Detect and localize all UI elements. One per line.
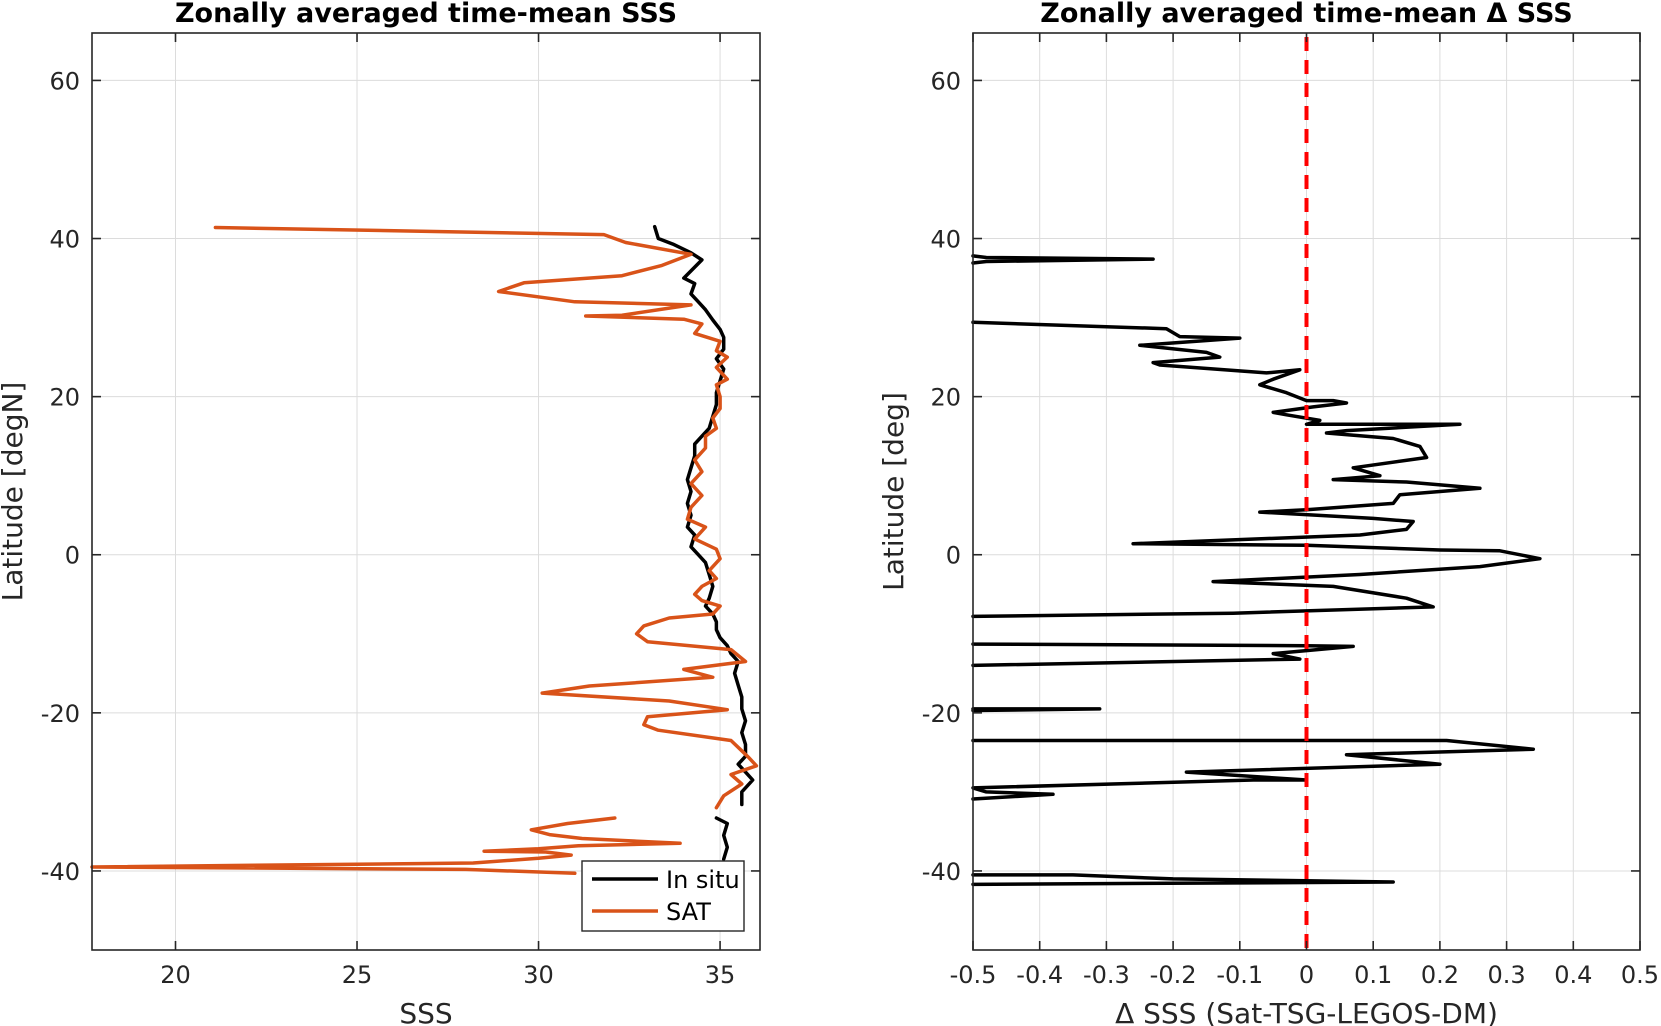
right-y-tick-label: 40 [930,226,961,254]
left-x-tick-label: 35 [705,961,736,989]
left-panel-ticks: 20 25 30 35 -40 -20 0 20 40 60 [41,33,760,989]
right-x-tick-label: 0.4 [1554,961,1592,989]
series-line-delta-sss-0 [971,707,1102,713]
right-x-tick-label: 0.2 [1421,961,1459,989]
left-x-tick-label: 25 [342,961,373,989]
left-y-tick-label: -20 [41,700,80,728]
right-x-tick-label: -0.4 [1016,961,1063,989]
left-x-tick-label: 30 [523,961,554,989]
series-line-delta-sss-0 [971,320,1542,619]
legend-label-in-situ: In situ [666,866,740,894]
right-panel: -0.5 -0.4 -0.3 -0.2 -0.1 0 0.1 0.2 0.3 0.4 0.5 -40 -… [877,0,1659,1026]
right-panel-ticks: -0.5 -0.4 -0.3 -0.2 -0.1 0 0.1 0.2 0.3 0.4 0.5 -40 -… [922,33,1659,989]
series-line-delta-sss-0 [971,873,1395,887]
right-x-tick-label: 0 [1299,961,1314,989]
series-line-delta-sss-0 [971,738,1536,801]
legend-label-sat: SAT [666,898,711,926]
left-y-tick-label: 0 [65,542,80,570]
left-y-tick-label: 20 [49,384,80,412]
right-y-tick-label: 20 [930,384,961,412]
left-panel: 20 25 30 35 -40 -20 0 20 40 60 Zonally averaged t… [0,0,761,1026]
right-y-tick-label: -40 [922,858,961,886]
series-line-sat [213,225,759,810]
legend-box [581,860,745,932]
left-y-tick-label: 40 [49,226,80,254]
series-line-delta-sss-0 [971,642,1355,668]
right-x-tick-label: 0.1 [1354,961,1392,989]
left-y-tick-label: -40 [41,858,80,886]
right-x-tick-label: 0.5 [1621,961,1659,989]
series-line-delta-sss-0 [971,254,1155,265]
series-line-in-situ [714,816,730,861]
right-x-axis-label: Δ SSS (Sat-TSG-LEGOS-DM) [1115,997,1498,1026]
right-y-tick-label: 0 [946,542,961,570]
left-x-tick-label: 20 [160,961,191,989]
right-y-axis-label: Latitude [deg] [877,392,910,591]
series-line-sat [90,816,682,876]
left-y-tick-label: 60 [49,67,80,95]
right-y-tick-label: 60 [930,67,961,95]
right-x-tick-label: -0.5 [950,961,997,989]
right-chart-title: Zonally averaged time-mean Δ SSS [1040,0,1572,29]
left-panel-grid [92,33,760,950]
right-x-tick-label: -0.1 [1216,961,1263,989]
left-panel-series [90,224,759,876]
left-y-axis-label: Latitude [degN] [0,382,29,602]
left-x-axis-label: SSS [399,997,452,1026]
legend: In situ SAT [581,860,745,932]
right-y-tick-label: -20 [922,700,961,728]
right-x-tick-label: -0.3 [1083,961,1130,989]
left-chart-title: Zonally averaged time-mean SSS [175,0,677,29]
right-panel-series [971,254,1542,887]
right-x-tick-label: -0.2 [1150,961,1197,989]
series-line-in-situ [652,224,755,807]
right-x-tick-label: 0.3 [1488,961,1526,989]
left-panel-frame [91,32,761,951]
